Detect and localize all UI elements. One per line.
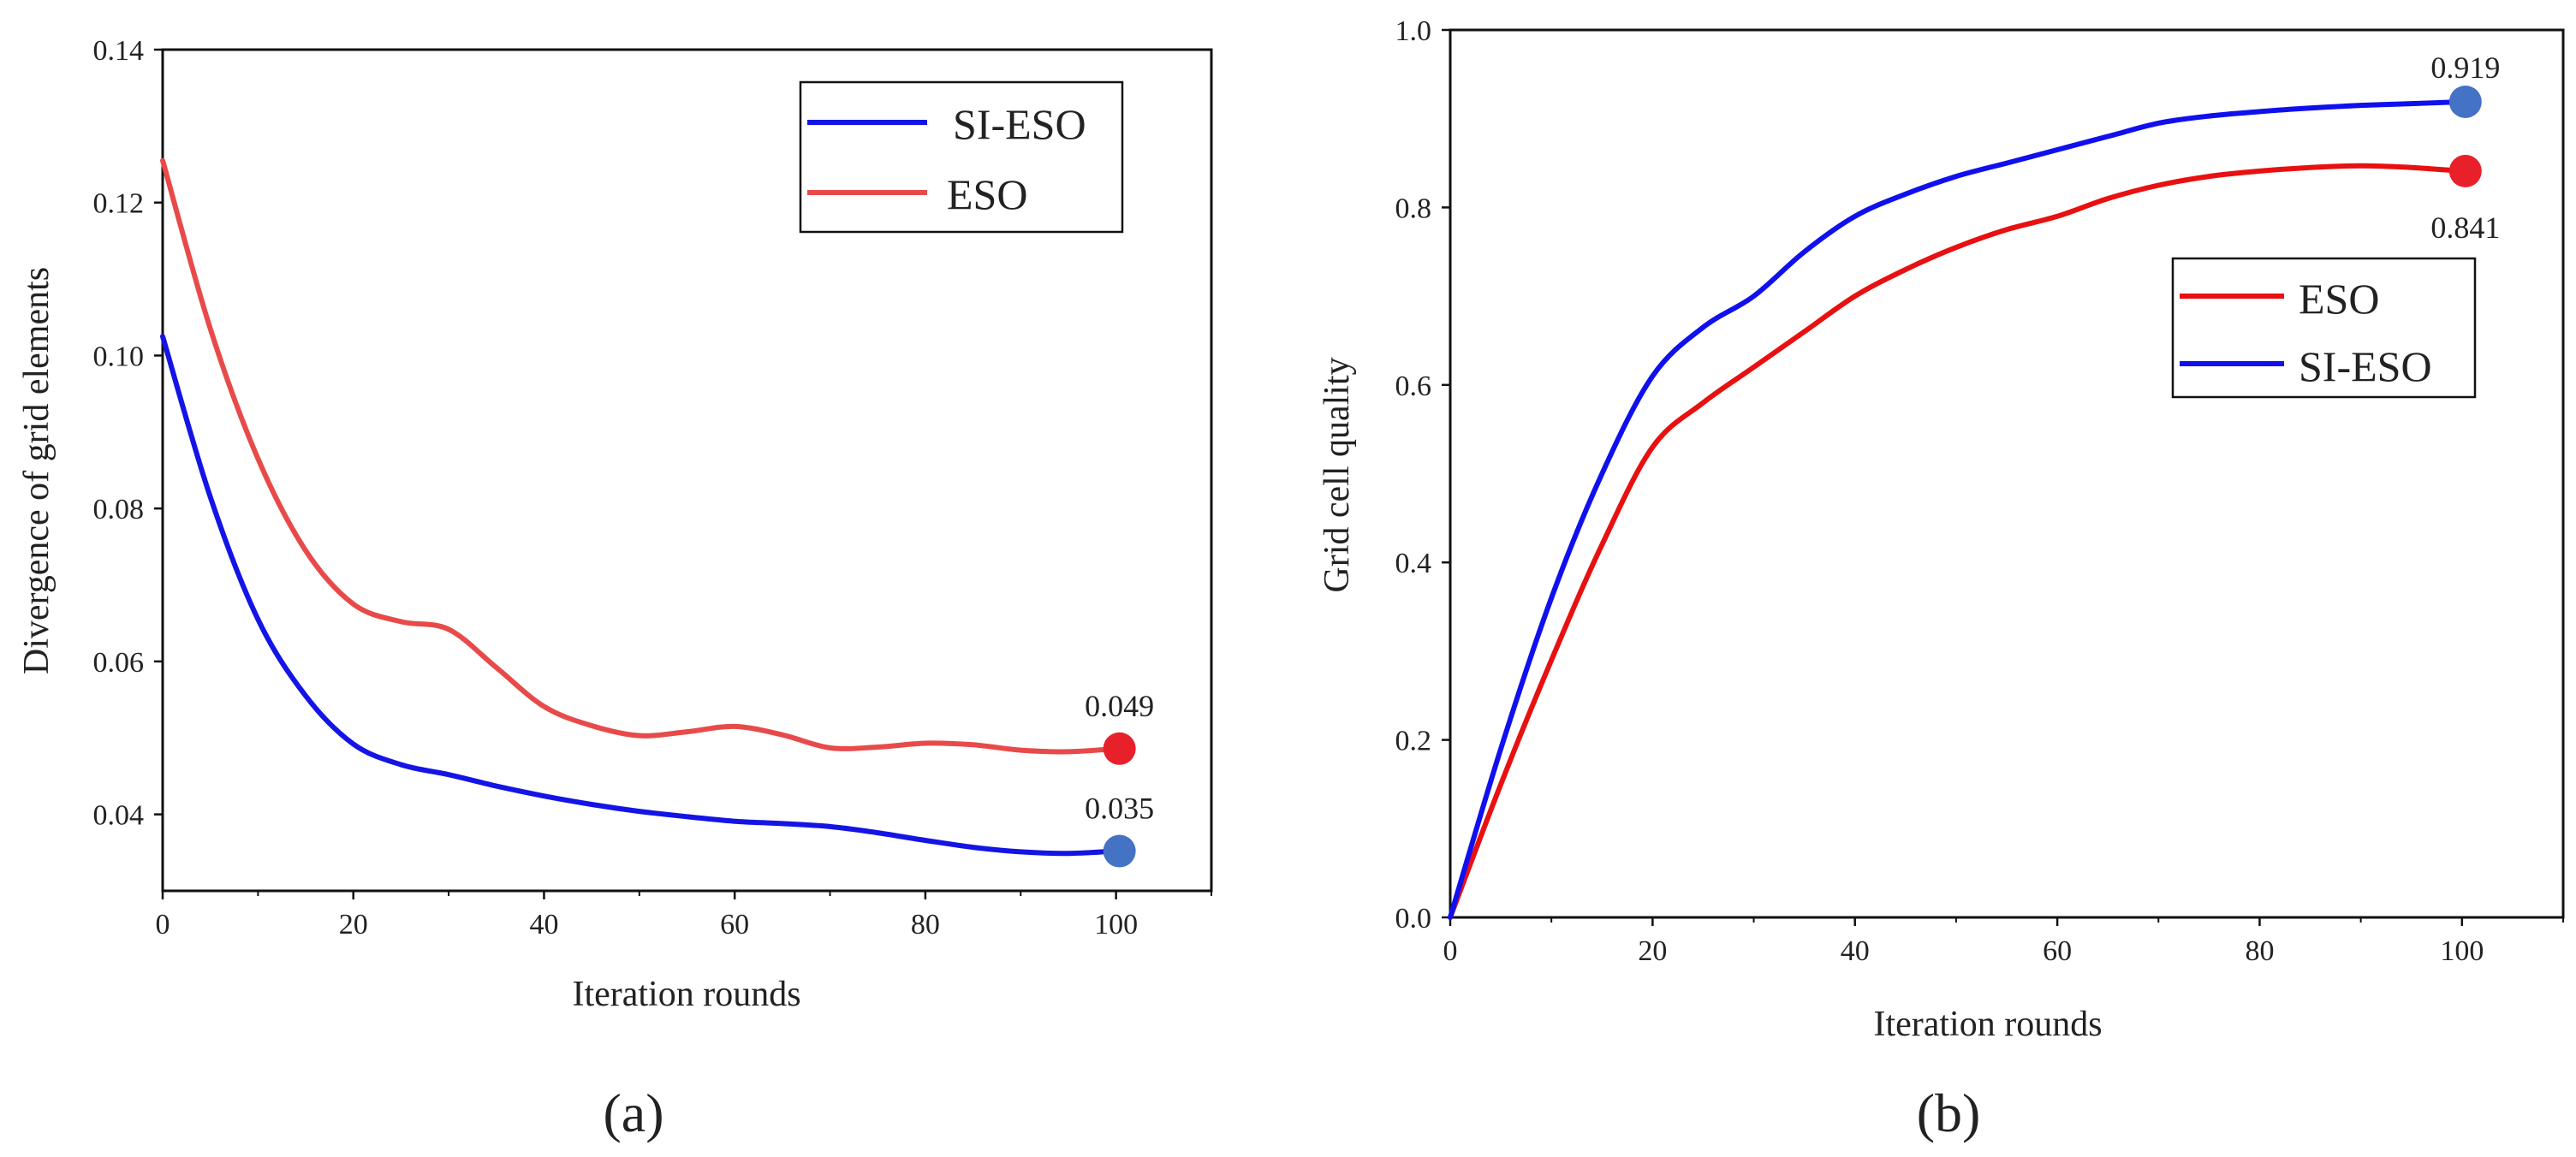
y-tick-label-a-3: 0.10 xyxy=(93,341,145,372)
x-tick-label-a-0: 0 xyxy=(156,909,170,940)
x-tick-label-a-3: 60 xyxy=(720,909,749,940)
x-tick-label-b-1: 20 xyxy=(1638,935,1667,967)
axis-ticks-b: 0 20 40 60 80 100 0.0 0.2 0.4 0.6 0.8 1.0 xyxy=(1395,15,2564,967)
series-group-a: 0.035 0.049 xyxy=(160,157,1154,868)
y-tick-label-b-0: 0.0 xyxy=(1395,903,1432,934)
legend-b-label-eso: ESO xyxy=(2299,275,2379,323)
x-tick-label-b-4: 80 xyxy=(2245,935,2274,967)
legend-a: SI-ESO ESO xyxy=(799,80,1124,234)
chart-panel-b: 0 20 40 60 80 100 0.0 0.2 0.4 0.6 0.8 1.0 0.841 0.91… xyxy=(1318,15,2565,1143)
end-value-label-a-si-eso: 0.035 xyxy=(1085,792,1154,826)
series-group-b: 0.841 0.919 xyxy=(1448,50,2500,920)
y-tick-label-b-4: 0.8 xyxy=(1395,193,1432,224)
end-value-label-a-eso: 0.049 xyxy=(1085,689,1154,723)
y-tick-label-a-4: 0.12 xyxy=(93,188,145,220)
y-tick-label-b-5: 1.0 xyxy=(1395,15,1432,47)
x-axis-label-a: Iteration rounds xyxy=(572,975,800,1014)
axis-ticks-a: 0 20 40 60 80 100 0.04 0.06 0.08 0.10 0.12 0.14 xyxy=(93,35,1212,940)
panel-label-b: (b) xyxy=(1917,1083,1981,1143)
y-axis-label-b: Grid cell quality xyxy=(1318,357,1357,592)
y-tick-label-a-2: 0.08 xyxy=(93,494,145,525)
x-tick-label-b-3: 60 xyxy=(2043,935,2072,967)
y-tick-label-b-1: 0.2 xyxy=(1395,726,1432,757)
plot-frame-b xyxy=(1449,28,2565,919)
legend-b-box xyxy=(2171,257,2477,399)
x-tick-label-b-5: 100 xyxy=(2440,935,2484,967)
end-value-label-b-si-eso: 0.919 xyxy=(2430,50,2500,85)
series-line-b-eso xyxy=(1448,163,2465,920)
legend-a-label-si-eso: SI-ESO xyxy=(953,100,1086,148)
legend-b-label-si-eso: SI-ESO xyxy=(2299,342,2432,390)
x-tick-label-a-1: 20 xyxy=(339,909,368,940)
y-axis-label-a: Divergence of grid elements xyxy=(17,267,57,674)
x-tick-label-a-5: 100 xyxy=(1094,909,1138,940)
end-value-label-b-eso: 0.841 xyxy=(2430,211,2500,245)
y-tick-label-a-5: 0.14 xyxy=(93,35,145,67)
end-marker-a-eso xyxy=(1103,732,1136,765)
y-tick-label-b-2: 0.4 xyxy=(1395,548,1432,579)
end-marker-b-si-eso xyxy=(2448,85,2482,118)
panel-label-a: (a) xyxy=(603,1083,663,1143)
x-tick-label-b-0: 0 xyxy=(1443,935,1458,967)
x-tick-label-b-2: 40 xyxy=(1841,935,1870,967)
y-tick-label-b-3: 0.6 xyxy=(1395,371,1432,402)
series-line-b-si-eso xyxy=(1448,99,2465,920)
x-tick-label-a-2: 40 xyxy=(529,909,558,940)
end-marker-b-eso xyxy=(2448,154,2482,187)
plot-frame-a xyxy=(161,48,1213,893)
legend-a-box xyxy=(799,80,1124,234)
legend-a-label-eso: ESO xyxy=(947,170,1027,218)
y-tick-label-a-0: 0.04 xyxy=(93,800,145,832)
chart-panel-a: 0 20 40 60 80 100 0.04 0.06 0.08 0.10 0.12 0.14 0.0… xyxy=(17,35,1213,1143)
end-marker-a-si-eso xyxy=(1103,834,1136,868)
x-tick-label-a-4: 80 xyxy=(911,909,940,940)
series-line-a-si-eso xyxy=(160,334,1119,857)
series-line-a-eso xyxy=(160,157,1119,755)
legend-b: ESO SI-ESO xyxy=(2171,257,2477,399)
y-tick-label-a-1: 0.06 xyxy=(93,647,145,679)
x-axis-label-b: Iteration rounds xyxy=(1873,1005,2102,1044)
